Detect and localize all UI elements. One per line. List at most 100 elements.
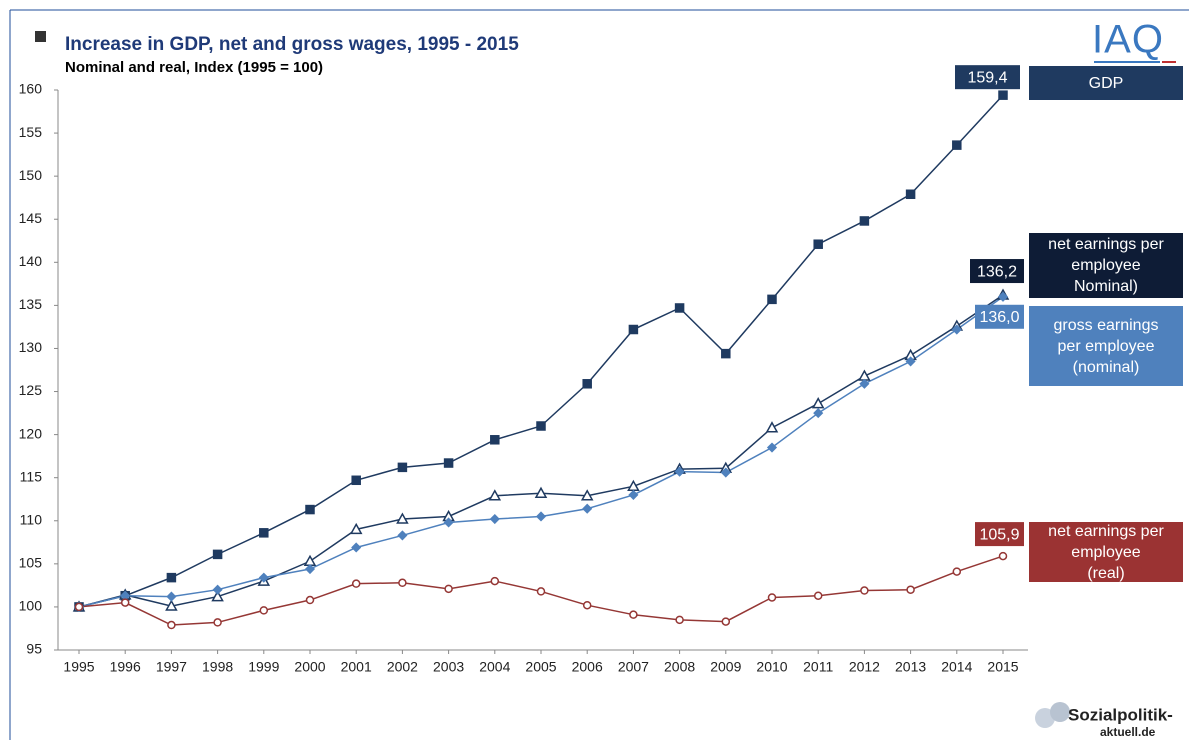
logo-text: aktuell.de bbox=[1100, 725, 1156, 739]
marker bbox=[766, 442, 778, 453]
series-line bbox=[78, 94, 1004, 608]
marker bbox=[303, 554, 317, 567]
marker bbox=[258, 572, 269, 583]
y-tick-label: 115 bbox=[20, 468, 43, 484]
marker bbox=[582, 379, 592, 389]
value-label: 159,4 bbox=[967, 69, 1007, 86]
y-tick-label: 130 bbox=[19, 339, 43, 355]
y-tick-label: 150 bbox=[19, 167, 43, 183]
y-tick-label: 105 bbox=[19, 555, 43, 571]
x-tick-label: 2009 bbox=[710, 659, 741, 675]
marker bbox=[74, 602, 84, 612]
marker bbox=[905, 356, 916, 367]
marker bbox=[860, 586, 869, 595]
marker bbox=[998, 551, 1008, 561]
marker bbox=[165, 599, 178, 611]
y-tick-label: 160 bbox=[19, 81, 43, 97]
marker bbox=[813, 408, 824, 419]
chart-title: Increase in GDP, net and gross wages, 19… bbox=[65, 34, 519, 55]
marker bbox=[444, 584, 453, 594]
marker bbox=[858, 369, 871, 381]
value-label-box bbox=[955, 65, 1020, 90]
x-tick-label: 2013 bbox=[895, 659, 926, 675]
marker bbox=[721, 348, 731, 359]
legend-entry: gross earnings per employee (nominal) bbox=[1029, 306, 1183, 386]
logo-figure bbox=[1050, 702, 1070, 722]
marker bbox=[629, 610, 638, 619]
marker bbox=[351, 579, 361, 588]
x-tick-label: 2006 bbox=[572, 659, 603, 675]
series-line bbox=[78, 296, 1004, 608]
marker bbox=[536, 421, 546, 431]
marker bbox=[351, 542, 362, 553]
marker bbox=[674, 466, 685, 477]
marker bbox=[767, 294, 777, 305]
marker bbox=[535, 511, 547, 522]
marker bbox=[951, 324, 962, 335]
marker bbox=[397, 462, 408, 473]
value-label-box bbox=[970, 259, 1024, 284]
x-tick-label: 1997 bbox=[156, 659, 187, 675]
y-tick-label: 100 bbox=[19, 598, 43, 614]
title-bullet bbox=[35, 31, 46, 42]
y-tick-label: 140 bbox=[19, 253, 43, 269]
legend-entry: net earnings per employee Nominal) bbox=[1029, 233, 1183, 298]
x-tick-label: 2004 bbox=[479, 659, 510, 675]
marker bbox=[396, 512, 409, 524]
x-tick-label: 2011 bbox=[803, 659, 833, 675]
marker bbox=[534, 486, 548, 498]
marker bbox=[952, 567, 962, 576]
marker bbox=[305, 504, 315, 515]
marker bbox=[490, 435, 500, 445]
marker bbox=[859, 216, 870, 226]
marker bbox=[859, 378, 870, 389]
marker bbox=[488, 489, 502, 501]
value-label: 136,0 bbox=[979, 309, 1019, 326]
series-line bbox=[78, 294, 1004, 608]
marker bbox=[349, 522, 363, 535]
marker bbox=[259, 528, 269, 538]
marker bbox=[813, 239, 823, 249]
chart-subtitle: Nominal and real, Index (1995 = 100) bbox=[65, 59, 323, 76]
marker bbox=[211, 590, 224, 602]
x-tick-label: 1998 bbox=[202, 659, 233, 675]
marker bbox=[536, 587, 546, 596]
y-tick-label: 110 bbox=[20, 511, 43, 527]
x-tick-label: 2014 bbox=[941, 659, 972, 675]
marker bbox=[398, 578, 407, 588]
marker bbox=[906, 585, 915, 594]
y-tick-label: 95 bbox=[26, 641, 42, 657]
marker bbox=[628, 324, 639, 335]
x-tick-label: 2002 bbox=[387, 659, 418, 675]
marker bbox=[582, 600, 592, 610]
marker bbox=[721, 617, 731, 626]
x-tick-label: 2008 bbox=[664, 659, 695, 675]
x-tick-label: 1995 bbox=[63, 659, 94, 675]
marker bbox=[998, 90, 1008, 100]
x-tick-label: 2001 bbox=[341, 659, 372, 675]
marker bbox=[443, 458, 454, 468]
marker bbox=[628, 489, 639, 500]
x-tick-label: 2007 bbox=[618, 659, 649, 675]
value-label-box bbox=[975, 522, 1024, 547]
x-tick-label: 2010 bbox=[756, 659, 787, 675]
marker bbox=[212, 549, 223, 560]
marker bbox=[305, 595, 315, 605]
x-tick-label: 2005 bbox=[525, 659, 556, 675]
marker bbox=[765, 421, 779, 433]
logo-figure bbox=[1035, 708, 1055, 728]
x-tick-label: 2012 bbox=[849, 659, 880, 675]
marker bbox=[397, 530, 408, 541]
value-label: 136,2 bbox=[977, 263, 1017, 280]
marker bbox=[490, 576, 500, 586]
marker bbox=[213, 618, 222, 627]
y-tick-label: 135 bbox=[19, 296, 43, 312]
y-tick-label: 155 bbox=[19, 124, 43, 140]
marker bbox=[997, 291, 1009, 302]
marker bbox=[582, 503, 593, 514]
marker bbox=[167, 620, 176, 630]
marker bbox=[120, 598, 130, 607]
marker bbox=[767, 593, 777, 602]
